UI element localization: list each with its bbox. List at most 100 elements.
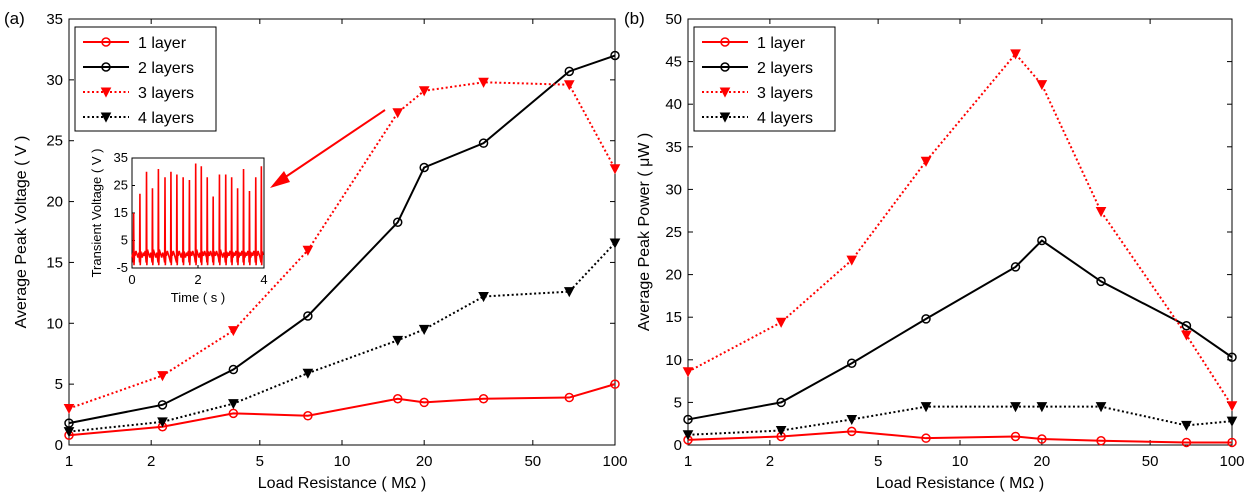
panel-b-series <box>682 49 1238 448</box>
data-point <box>302 245 314 256</box>
data-point <box>682 367 694 378</box>
legend-label: 4 layers <box>757 110 813 127</box>
data-point <box>392 217 403 228</box>
panel-b-x-axis-label: Load Resistance ( MΩ ) <box>876 475 1044 492</box>
data-point <box>1037 434 1047 444</box>
data-point <box>64 418 74 428</box>
x-tick-label: 50 <box>1142 453 1159 470</box>
data-point <box>418 324 430 335</box>
x-tick-label: 2 <box>766 453 774 470</box>
x-tick-label: 5 <box>256 453 264 470</box>
data-point <box>157 371 168 382</box>
inset-y-tick-label: 25 <box>114 178 128 193</box>
data-point <box>847 358 857 368</box>
legend-marker <box>720 37 730 47</box>
legend-label: 3 layers <box>757 85 813 102</box>
series-line <box>68 81 616 410</box>
data-point <box>1095 402 1107 413</box>
x-tick-label: 100 <box>1219 453 1244 470</box>
y-tick-label: 20 <box>665 267 682 284</box>
data-point <box>419 162 429 173</box>
data-point <box>1227 437 1237 448</box>
x-tick-label: 1 <box>684 453 692 470</box>
y-tick-label: 0 <box>55 437 63 454</box>
y-tick-label: 25 <box>665 224 682 241</box>
legend-box <box>74 26 217 132</box>
inset-x-axis-label: Time ( s ) <box>171 290 225 305</box>
legend-marker <box>101 62 111 72</box>
x-tick-label: 10 <box>334 453 351 470</box>
x-tick-label: 2 <box>147 453 155 470</box>
inset-x-tick-label: 0 <box>128 272 135 287</box>
y-tick-label: 15 <box>46 254 63 271</box>
data-point <box>228 364 239 375</box>
inset-callout-arrow <box>270 109 386 188</box>
data-point <box>776 397 786 408</box>
legend-marker <box>719 112 731 123</box>
legend-box <box>693 26 836 132</box>
y-tick-label: 30 <box>46 72 63 89</box>
data-point <box>846 255 858 266</box>
x-tick-label: 20 <box>1034 453 1051 470</box>
data-point <box>228 399 239 410</box>
y-tick-label: 30 <box>665 181 682 198</box>
data-point <box>392 335 404 346</box>
inset-y-tick-label: 15 <box>114 205 128 220</box>
series-line <box>68 242 616 433</box>
data-point <box>1226 401 1238 412</box>
y-tick-label: 35 <box>46 11 63 28</box>
panel-a-legend: 1 layer 2 layers 3 layers 4 layers <box>74 26 217 132</box>
data-point <box>157 417 168 428</box>
y-tick-label: 5 <box>55 376 63 393</box>
data-point <box>846 414 858 426</box>
legend-marker <box>101 37 111 47</box>
data-point <box>1036 402 1048 413</box>
data-point <box>775 426 787 437</box>
inset-y-tick-label: 35 <box>114 150 128 165</box>
data-point <box>228 408 239 419</box>
data-point <box>303 411 313 421</box>
panel-b-label: (b) <box>624 9 645 28</box>
legend-label: 2 layers <box>138 60 194 77</box>
y-tick-label: 5 <box>674 394 682 411</box>
data-point <box>847 426 857 437</box>
x-tick-label: 1 <box>65 453 73 470</box>
panel-b-legend: 1 layer 2 layers 3 layers 4 layers <box>693 26 836 132</box>
x-tick-label: 5 <box>874 453 882 470</box>
inset-trace <box>131 163 264 266</box>
data-point <box>478 77 489 88</box>
data-point <box>228 326 239 337</box>
x-tick-label: 50 <box>524 453 541 470</box>
data-point <box>478 292 489 303</box>
x-tick-label: 10 <box>952 453 969 470</box>
y-tick-label: 0 <box>674 437 682 454</box>
data-point <box>63 403 75 415</box>
inset-y-axis-label: Transient Voltage ( V ) <box>89 149 104 278</box>
data-point <box>921 433 931 443</box>
legend-marker <box>720 62 730 72</box>
panel-a-label: (a) <box>4 9 25 28</box>
series-line <box>68 54 616 425</box>
data-point <box>1226 416 1238 427</box>
y-tick-label: 40 <box>665 96 682 113</box>
data-point <box>921 314 931 324</box>
data-point <box>1095 207 1107 218</box>
data-point <box>157 400 168 410</box>
y-tick-label: 15 <box>665 309 682 326</box>
data-point <box>563 287 575 298</box>
data-point <box>610 50 620 61</box>
data-point <box>1010 431 1021 442</box>
y-tick-label: 45 <box>665 54 682 71</box>
legend-label: 2 layers <box>757 60 813 77</box>
panel-a-series <box>63 50 621 441</box>
legend-marker <box>719 87 731 98</box>
y-tick-label: 35 <box>665 139 682 156</box>
inset-y-tick-label: -5 <box>116 260 128 275</box>
data-point <box>1036 80 1048 91</box>
data-point <box>563 80 575 91</box>
data-point <box>302 368 314 379</box>
panel-a-x-axis-label: Load Resistance ( MΩ ) <box>258 475 426 492</box>
data-point <box>1181 330 1192 341</box>
